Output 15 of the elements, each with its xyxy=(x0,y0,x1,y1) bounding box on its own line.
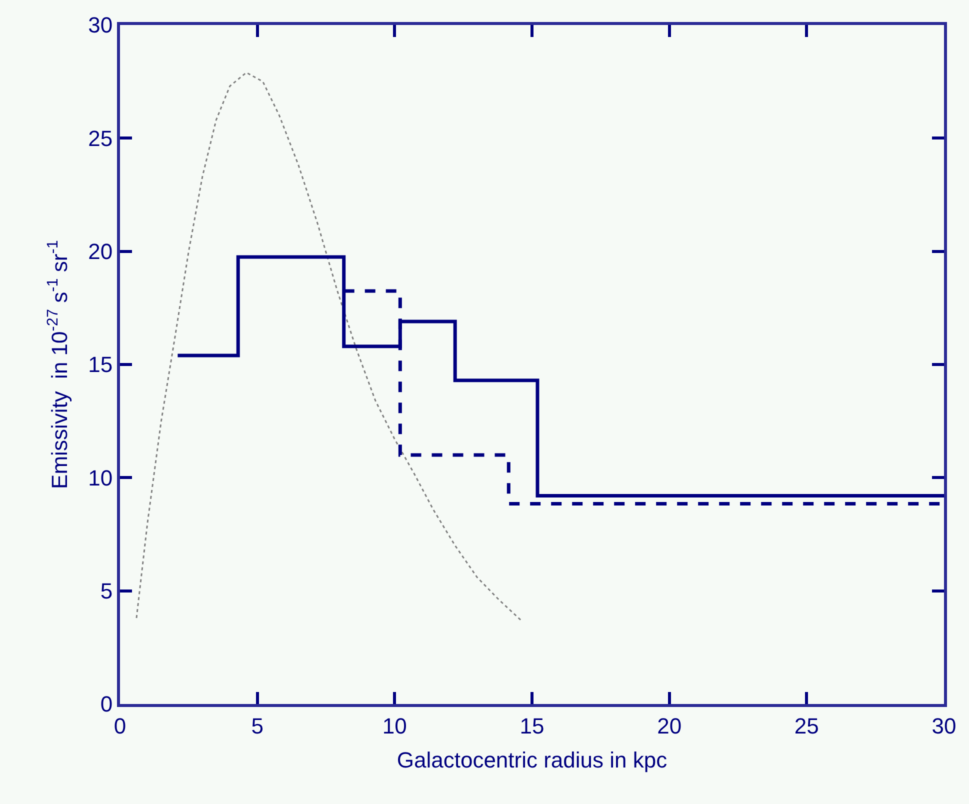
x-tick-label: 10 xyxy=(382,713,407,738)
y-tick-label: 10 xyxy=(88,465,113,490)
y-tick-label: 15 xyxy=(88,352,113,378)
x-tick-label: 30 xyxy=(932,713,956,738)
x-tick-label: 25 xyxy=(794,713,819,738)
y-tick-label: 5 xyxy=(100,578,113,604)
y-tick-label: 25 xyxy=(88,126,113,151)
line-series xyxy=(136,72,522,622)
x-tick-label: 5 xyxy=(251,713,264,738)
x-tick-label: 20 xyxy=(657,713,682,738)
x-tick-label: 15 xyxy=(520,713,544,738)
y-tick-label: 0 xyxy=(100,692,113,717)
y-tick-label: 20 xyxy=(88,239,113,264)
x-axis-title: Galactocentric radius in kpc xyxy=(396,747,668,772)
y-tick-label: 30 xyxy=(88,12,113,38)
